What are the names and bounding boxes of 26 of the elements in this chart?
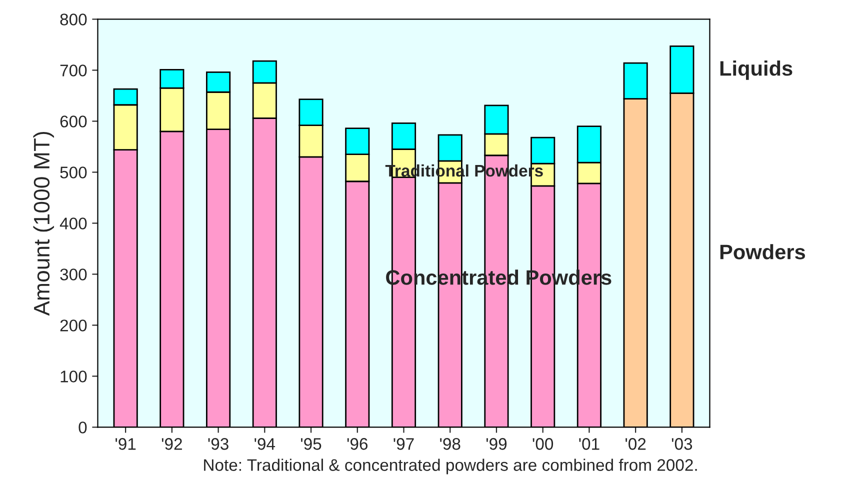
x-tick-label: '02 bbox=[626, 438, 646, 450]
series-label: Liquids bbox=[720, 60, 792, 80]
x-tick-label: '97 bbox=[394, 438, 414, 450]
x-tick-label: '96 bbox=[347, 438, 368, 450]
y-tick-label: 100 bbox=[60, 370, 87, 382]
x-tick-label: '00 bbox=[532, 438, 554, 450]
x-tick-label: '95 bbox=[301, 438, 322, 450]
x-tick-label: '92 bbox=[162, 438, 182, 450]
text: Note: Traditional & concentrated powders are combined from 2002. bbox=[204, 458, 697, 474]
x-tick-label: '94 bbox=[254, 438, 276, 450]
y-tick-label: 800 bbox=[60, 14, 87, 26]
series-label: Powders bbox=[720, 244, 805, 260]
x-tick-label: '99 bbox=[486, 438, 507, 450]
x-tick-label: '03 bbox=[672, 438, 692, 450]
x-tick-label: '98 bbox=[440, 438, 460, 450]
y-tick-label: 500 bbox=[60, 166, 87, 178]
y-tick-label: 0 bbox=[78, 422, 87, 434]
y-tick-label: 600 bbox=[60, 116, 87, 128]
y-tick-label: 300 bbox=[60, 268, 87, 280]
y-tick-label: 200 bbox=[60, 320, 87, 332]
x-tick-label: '91 bbox=[116, 438, 136, 450]
y-tick-label: 700 bbox=[60, 64, 87, 76]
y-tick-label: 400 bbox=[60, 218, 87, 230]
x-tick-label: '93 bbox=[208, 438, 228, 450]
y-axis-title: Amount (1000 MT) bbox=[33, 132, 54, 316]
x-tick-label: '01 bbox=[579, 438, 600, 450]
